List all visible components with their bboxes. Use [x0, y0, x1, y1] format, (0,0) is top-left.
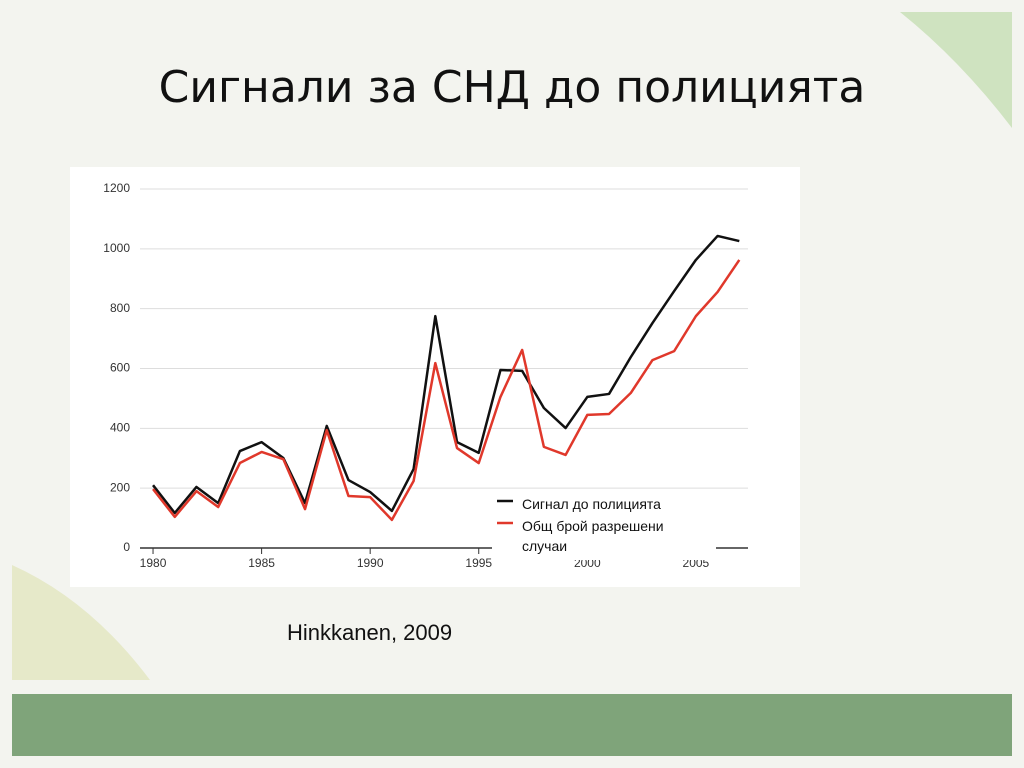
- y-tick-label: 0: [123, 540, 130, 554]
- corner-shape: [900, 12, 1012, 128]
- corner-shape: [12, 565, 150, 680]
- legend-box: [492, 492, 716, 560]
- legend-label: Общ брой разрешени случаи: [522, 518, 664, 554]
- footer-band: [12, 694, 1012, 756]
- x-tick-label: 1990: [357, 556, 384, 570]
- slide-title: Сигнали за СНД до полицията: [158, 62, 866, 113]
- line: [152, 234, 740, 515]
- x-tick-label: 1980: [140, 556, 167, 570]
- y-tick-label: 600: [110, 361, 130, 375]
- y-tick-label: 400: [110, 421, 130, 435]
- y-tick-label: 1000: [103, 241, 130, 255]
- y-tick-label: 800: [110, 301, 130, 315]
- y-tick-label: 200: [110, 480, 130, 494]
- y-tick-label: 1200: [103, 181, 130, 195]
- x-tick-label: 1985: [248, 556, 275, 570]
- line: [152, 259, 741, 522]
- source: Hinkkanen, 2009: [287, 620, 453, 645]
- legend-label: Сигнал до полицията: [522, 496, 661, 512]
- x-tick-label: 1995: [465, 556, 492, 570]
